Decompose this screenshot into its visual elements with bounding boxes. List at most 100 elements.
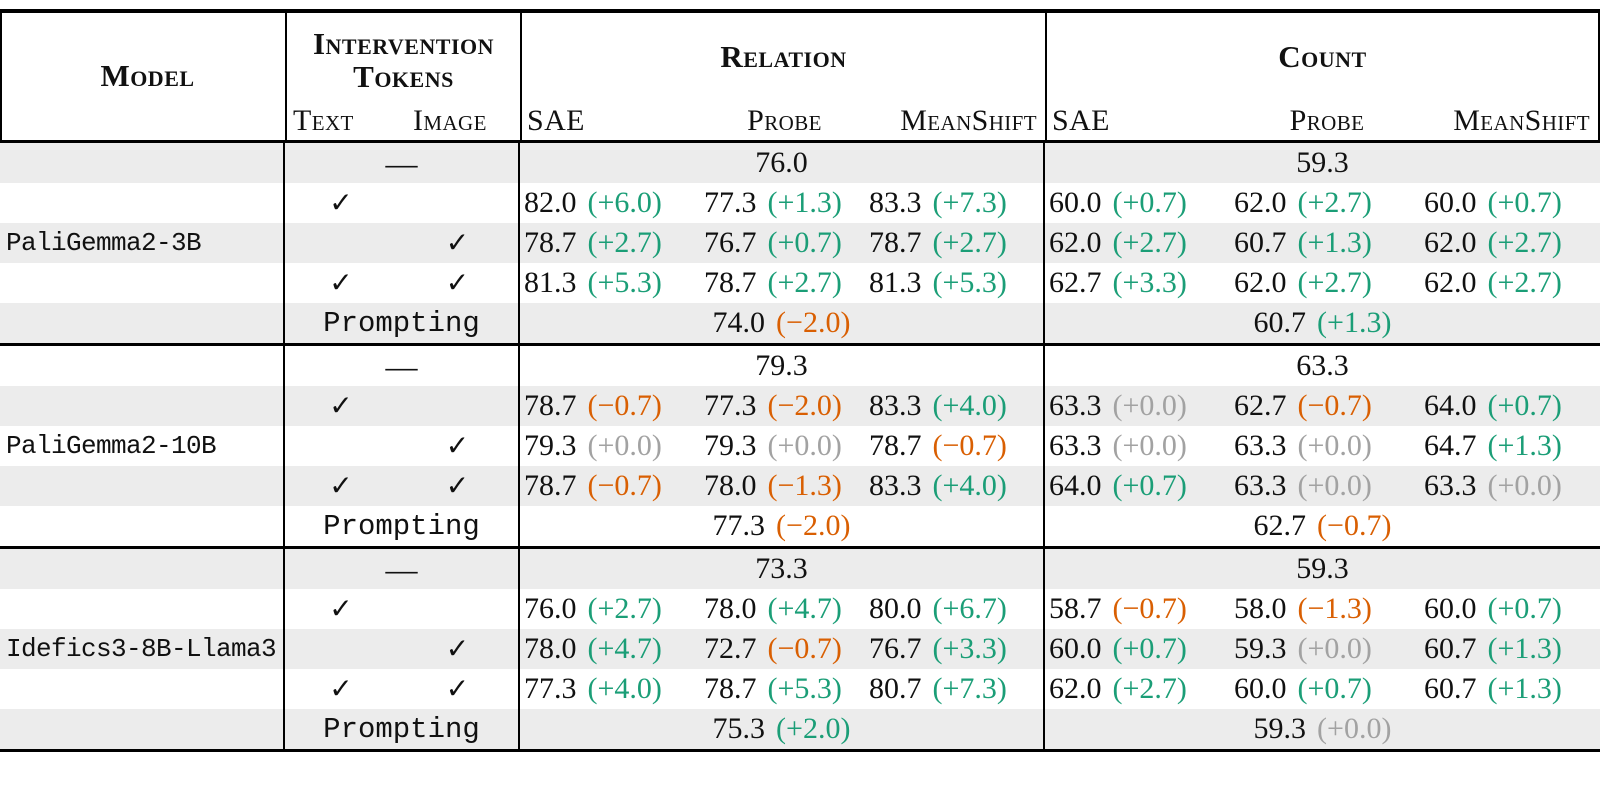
count-cell: 62.7 (+3.3) 62.0 (+2.7) 62.0 (+2.7)	[1045, 263, 1600, 303]
relation-sae-delta: (+0.0)	[587, 429, 662, 462]
text-token-cell: ✓	[285, 186, 397, 220]
count-meanshift-cell: 64.0 (+0.7)	[1420, 389, 1600, 423]
text-check-icon: ✓	[329, 674, 353, 705]
model-cell	[0, 466, 285, 506]
no-intervention-dash: —	[385, 347, 418, 384]
relation-cell: 78.7 (−0.7) 77.3 (−2.0) 83.3 (+4.0)	[520, 386, 1045, 426]
count-probe-value: 62.0	[1234, 266, 1287, 299]
table-row: ✓ ✓ 81.3 (+5.3) 78.7 (+2.7) 81.3 (+5.3) 62.7 (+3.…	[0, 263, 1600, 303]
count-meanshift-value: 60.7	[1424, 632, 1477, 665]
table-row: Prompting 77.3 (−2.0) 62.7 (−0.7)	[0, 506, 1600, 546]
intervention-tokens-cell: Prompting	[285, 303, 520, 343]
count-baseline-value: 63.3	[1296, 349, 1349, 382]
relation-probe-cell: 78.7 (+5.3)	[700, 672, 865, 706]
count-meanshift-cell: 64.7 (+1.3)	[1420, 429, 1600, 463]
no-intervention-dash: —	[385, 144, 418, 181]
relation-sae-cell: 82.0 (+6.0)	[520, 186, 700, 220]
relation-meanshift-cell: 83.3 (+7.3)	[865, 186, 1043, 220]
model-cell	[0, 183, 285, 223]
relation-probe-value: 77.3	[704, 389, 757, 422]
relation-probe-cell: 79.3 (+0.0)	[700, 429, 865, 463]
relation-meanshift-cell: 76.7 (+3.3)	[865, 632, 1043, 666]
count-cell: 59.3	[1045, 143, 1600, 183]
relation-probe-delta: (−2.0)	[767, 389, 842, 422]
count-sae-value: 58.7	[1049, 592, 1102, 625]
table-row: — 79.3 63.3	[0, 346, 1600, 386]
intervention-tokens-cell: ✓	[285, 629, 520, 669]
count-meanshift-cell: 62.0 (+2.7)	[1420, 266, 1600, 300]
count-meanshift-value: 62.0	[1424, 266, 1477, 299]
count-probe-delta: (+0.7)	[1297, 672, 1372, 705]
relation-meanshift-cell: 83.3 (+4.0)	[865, 389, 1043, 423]
relation-probe-delta: (+4.7)	[767, 592, 842, 625]
count-sae-delta: (+2.7)	[1112, 226, 1187, 259]
count-meanshift-delta: (+1.3)	[1487, 672, 1562, 705]
count-meanshift-value: 64.0	[1424, 389, 1477, 422]
relation-meanshift-delta: (−0.7)	[932, 429, 1007, 462]
count-meanshift-cell: 63.3 (+0.0)	[1420, 469, 1600, 503]
count-meanshift-header: MeanShift	[1453, 104, 1590, 137]
count-sae-value: 62.7	[1049, 266, 1102, 299]
image-check-icon: ✓	[445, 674, 470, 705]
relation-sae-delta: (−0.7)	[587, 389, 662, 422]
count-cell: 58.7 (−0.7) 58.0 (−1.3) 60.0 (+0.7)	[1045, 589, 1600, 629]
count-meanshift-value: 64.7	[1424, 429, 1477, 462]
count-probe-cell: 58.0 (−1.3)	[1230, 592, 1420, 626]
relation-sae-value: 82.0	[524, 186, 577, 219]
relation-probe-delta: (−1.3)	[767, 469, 842, 502]
relation-meanshift-delta: (+5.3)	[932, 266, 1007, 299]
relation-probe-cell: 76.7 (+0.7)	[700, 226, 865, 260]
count-cell: 63.3	[1045, 346, 1600, 386]
model-cell	[0, 629, 285, 669]
text-check-icon: ✓	[329, 188, 353, 219]
table-row: ✓ 78.7 (+2.7) 76.7 (+0.7) 78.7 (+2.7) 62.0 (+2.7…	[0, 223, 1600, 263]
count-sae-header: SAE	[1052, 104, 1110, 137]
relation-meanshift-value: 78.7	[869, 226, 922, 259]
prompting-label: Prompting	[323, 306, 480, 340]
relation-probe-value: 76.7	[704, 226, 757, 259]
relation-baseline-value: 73.3	[755, 552, 808, 585]
table-row: ✓ 79.3 (+0.0) 79.3 (+0.0) 78.7 (−0.7) 63.3 (+0.0…	[0, 426, 1600, 466]
relation-probe-value: 79.3	[704, 429, 757, 462]
relation-cell: 82.0 (+6.0) 77.3 (+1.3) 83.3 (+7.3)	[520, 183, 1045, 223]
relation-cell: 78.0 (+4.7) 72.7 (−0.7) 76.7 (+3.3)	[520, 629, 1045, 669]
count-probe-cell: 62.0 (+2.7)	[1230, 186, 1420, 220]
relation-probe-header: Probe	[747, 104, 822, 137]
relation-meanshift-value: 83.3	[869, 186, 922, 219]
relation-sae-delta: (+4.0)	[587, 672, 662, 705]
tokens-subheader-row: Text Image	[287, 102, 520, 140]
header-relation-column: Relation SAE Probe MeanShift	[522, 13, 1047, 140]
intervention-tokens-cell: —	[285, 346, 520, 386]
relation-sae-cell: 77.3 (+4.0)	[520, 672, 700, 706]
relation-meanshift-value: 83.3	[869, 389, 922, 422]
count-probe-cell: 62.0 (+2.7)	[1230, 266, 1420, 300]
text-token-cell: ✓	[285, 266, 397, 300]
relation-cell: 76.0 (+2.7) 78.0 (+4.7) 80.0 (+6.7)	[520, 589, 1045, 629]
count-cell: 60.7 (+1.3)	[1045, 303, 1600, 343]
count-probe-value: 62.0	[1234, 186, 1287, 219]
count-sae-delta: (+0.0)	[1112, 429, 1187, 462]
count-sae-cell: 63.3 (+0.0)	[1045, 389, 1230, 423]
image-check-icon: ✓	[445, 228, 470, 259]
text-column-header: Text	[293, 104, 354, 137]
header-model-column: Model	[2, 13, 287, 140]
model-cell	[0, 589, 285, 629]
count-sae-cell: 62.0 (+2.7)	[1045, 226, 1230, 260]
relation-meanshift-cell: 83.3 (+4.0)	[865, 469, 1043, 503]
relation-meanshift-value: 76.7	[869, 632, 922, 665]
relation-sae-value: 78.7	[524, 226, 577, 259]
relation-cell: 77.3 (−2.0)	[520, 506, 1045, 546]
count-probe-cell: 60.7 (+1.3)	[1230, 226, 1420, 260]
text-check-icon: ✓	[329, 268, 353, 299]
relation-probe-delta: (+5.3)	[767, 672, 842, 705]
count-prompting-value: 59.3	[1253, 712, 1307, 745]
count-sae-cell: 62.0 (+2.7)	[1045, 672, 1230, 706]
relation-sae-delta: (+4.7)	[587, 632, 662, 665]
text-token-cell: ✓	[285, 389, 397, 423]
model-cell	[0, 143, 285, 183]
count-cell: 64.0 (+0.7) 63.3 (+0.0) 63.3 (+0.0)	[1045, 466, 1600, 506]
count-probe-delta: (+0.0)	[1297, 469, 1372, 502]
count-sae-cell: 63.3 (+0.0)	[1045, 429, 1230, 463]
relation-sae-delta: (+2.7)	[587, 592, 662, 625]
relation-probe-value: 72.7	[704, 632, 757, 665]
